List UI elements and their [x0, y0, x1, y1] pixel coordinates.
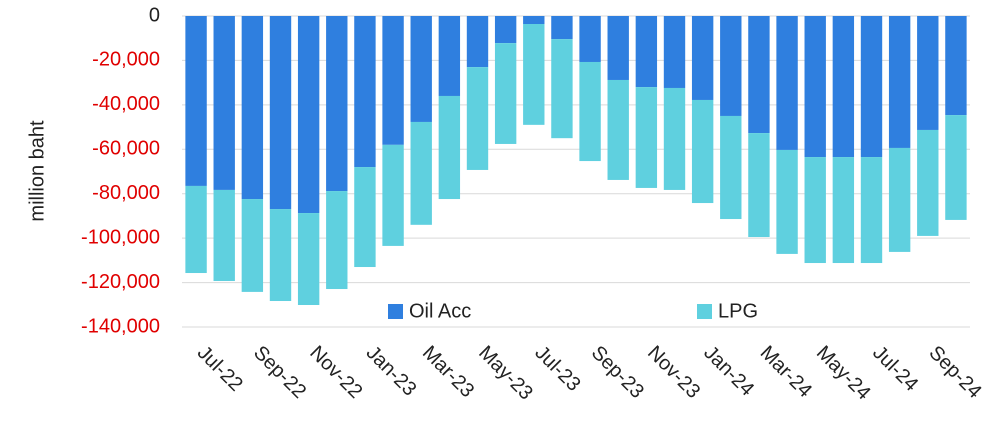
bar-segment	[579, 61, 601, 162]
x-tick-label: Jan-23	[362, 342, 421, 401]
bar-segment	[720, 115, 742, 220]
bar-segment	[410, 16, 432, 122]
bar-segment	[185, 16, 207, 186]
bar-segment	[269, 16, 292, 210]
x-tick-label: Nov-23	[643, 342, 704, 403]
bar-segment	[466, 67, 489, 170]
bar-segment	[607, 16, 629, 80]
bar-segment	[860, 157, 883, 264]
bar-segment	[213, 16, 235, 190]
x-tick-label: May-24	[812, 342, 875, 405]
x-tick-label: Sep-24	[925, 342, 986, 403]
bar-segment	[382, 144, 404, 246]
bar-segment	[720, 16, 742, 116]
bar-segment	[551, 16, 573, 40]
x-tick-label: Jan-24	[699, 342, 758, 401]
bar-segment	[494, 16, 517, 44]
bar-segment	[748, 133, 770, 238]
bar-segment	[466, 16, 489, 68]
bar-segment	[776, 149, 798, 254]
bar-segment	[888, 147, 911, 252]
x-tick-label: Mar-23	[418, 342, 478, 402]
bar-segment	[776, 16, 798, 150]
bar-segment	[523, 23, 545, 125]
bar-segment	[213, 189, 235, 282]
y-axis-label: million baht	[26, 120, 48, 222]
x-tick-label: May-23	[474, 342, 537, 405]
bar-segment	[297, 213, 320, 306]
y-tick-label: -60,000	[92, 138, 160, 160]
y-tick-label: -120,000	[81, 271, 160, 293]
bar-segment	[917, 129, 939, 236]
bar-segment	[551, 39, 573, 139]
bar-segment	[804, 16, 826, 158]
bar-segment	[663, 16, 686, 88]
bar-segment	[917, 16, 939, 130]
legend-label: Oil Acc	[409, 300, 471, 322]
bar-segment	[438, 95, 461, 200]
legend-swatch	[697, 304, 712, 319]
bar-segment	[241, 199, 264, 292]
bar-segment	[691, 16, 714, 100]
bar-segment	[438, 16, 461, 96]
bar-segment	[494, 43, 517, 144]
bar-segment	[410, 121, 432, 225]
x-tick-label: Sep-23	[587, 342, 648, 403]
bar-segment	[804, 157, 826, 264]
bar-segment	[832, 157, 855, 264]
bar-segment	[579, 16, 601, 62]
bar-segment	[523, 16, 545, 24]
bar-segment	[382, 16, 404, 145]
bar-segment	[635, 87, 658, 188]
y-tick-label: 0	[149, 4, 160, 26]
bar-segment	[860, 16, 883, 158]
x-tick-label: Nov-22	[305, 342, 366, 403]
x-tick-label: Mar-24	[756, 342, 816, 402]
y-tick-label: -40,000	[92, 93, 160, 115]
legend-label: LPG	[718, 300, 758, 322]
y-tick-label: -80,000	[92, 182, 160, 204]
y-tick-label: -140,000	[81, 315, 160, 337]
bar-segment	[185, 185, 207, 274]
bar-segment	[945, 115, 967, 220]
x-tick-label: Sep-22	[249, 342, 310, 403]
y-tick-label: -20,000	[92, 49, 160, 71]
bar-segment	[663, 87, 686, 190]
bar-segment	[635, 16, 658, 88]
bar-segment	[241, 16, 264, 200]
legend-swatch	[388, 304, 403, 319]
x-tick-label: Jul-22	[193, 342, 247, 396]
bar-segment	[691, 99, 714, 204]
bar-segment	[607, 79, 629, 180]
bar-segment	[888, 16, 911, 148]
x-tick-label: Jul-24	[868, 342, 922, 396]
bar-segment	[297, 16, 320, 214]
bar-segment	[945, 16, 967, 116]
bar-segment	[269, 209, 292, 302]
bar-segment	[832, 16, 855, 158]
x-tick-label: Jul-23	[531, 342, 585, 396]
bar-segment	[326, 191, 348, 290]
bar-segment	[354, 16, 376, 168]
bar-segment	[748, 16, 770, 134]
y-tick-label: -100,000	[81, 226, 160, 248]
bar-segment	[326, 16, 348, 192]
bar-segment	[354, 167, 376, 268]
